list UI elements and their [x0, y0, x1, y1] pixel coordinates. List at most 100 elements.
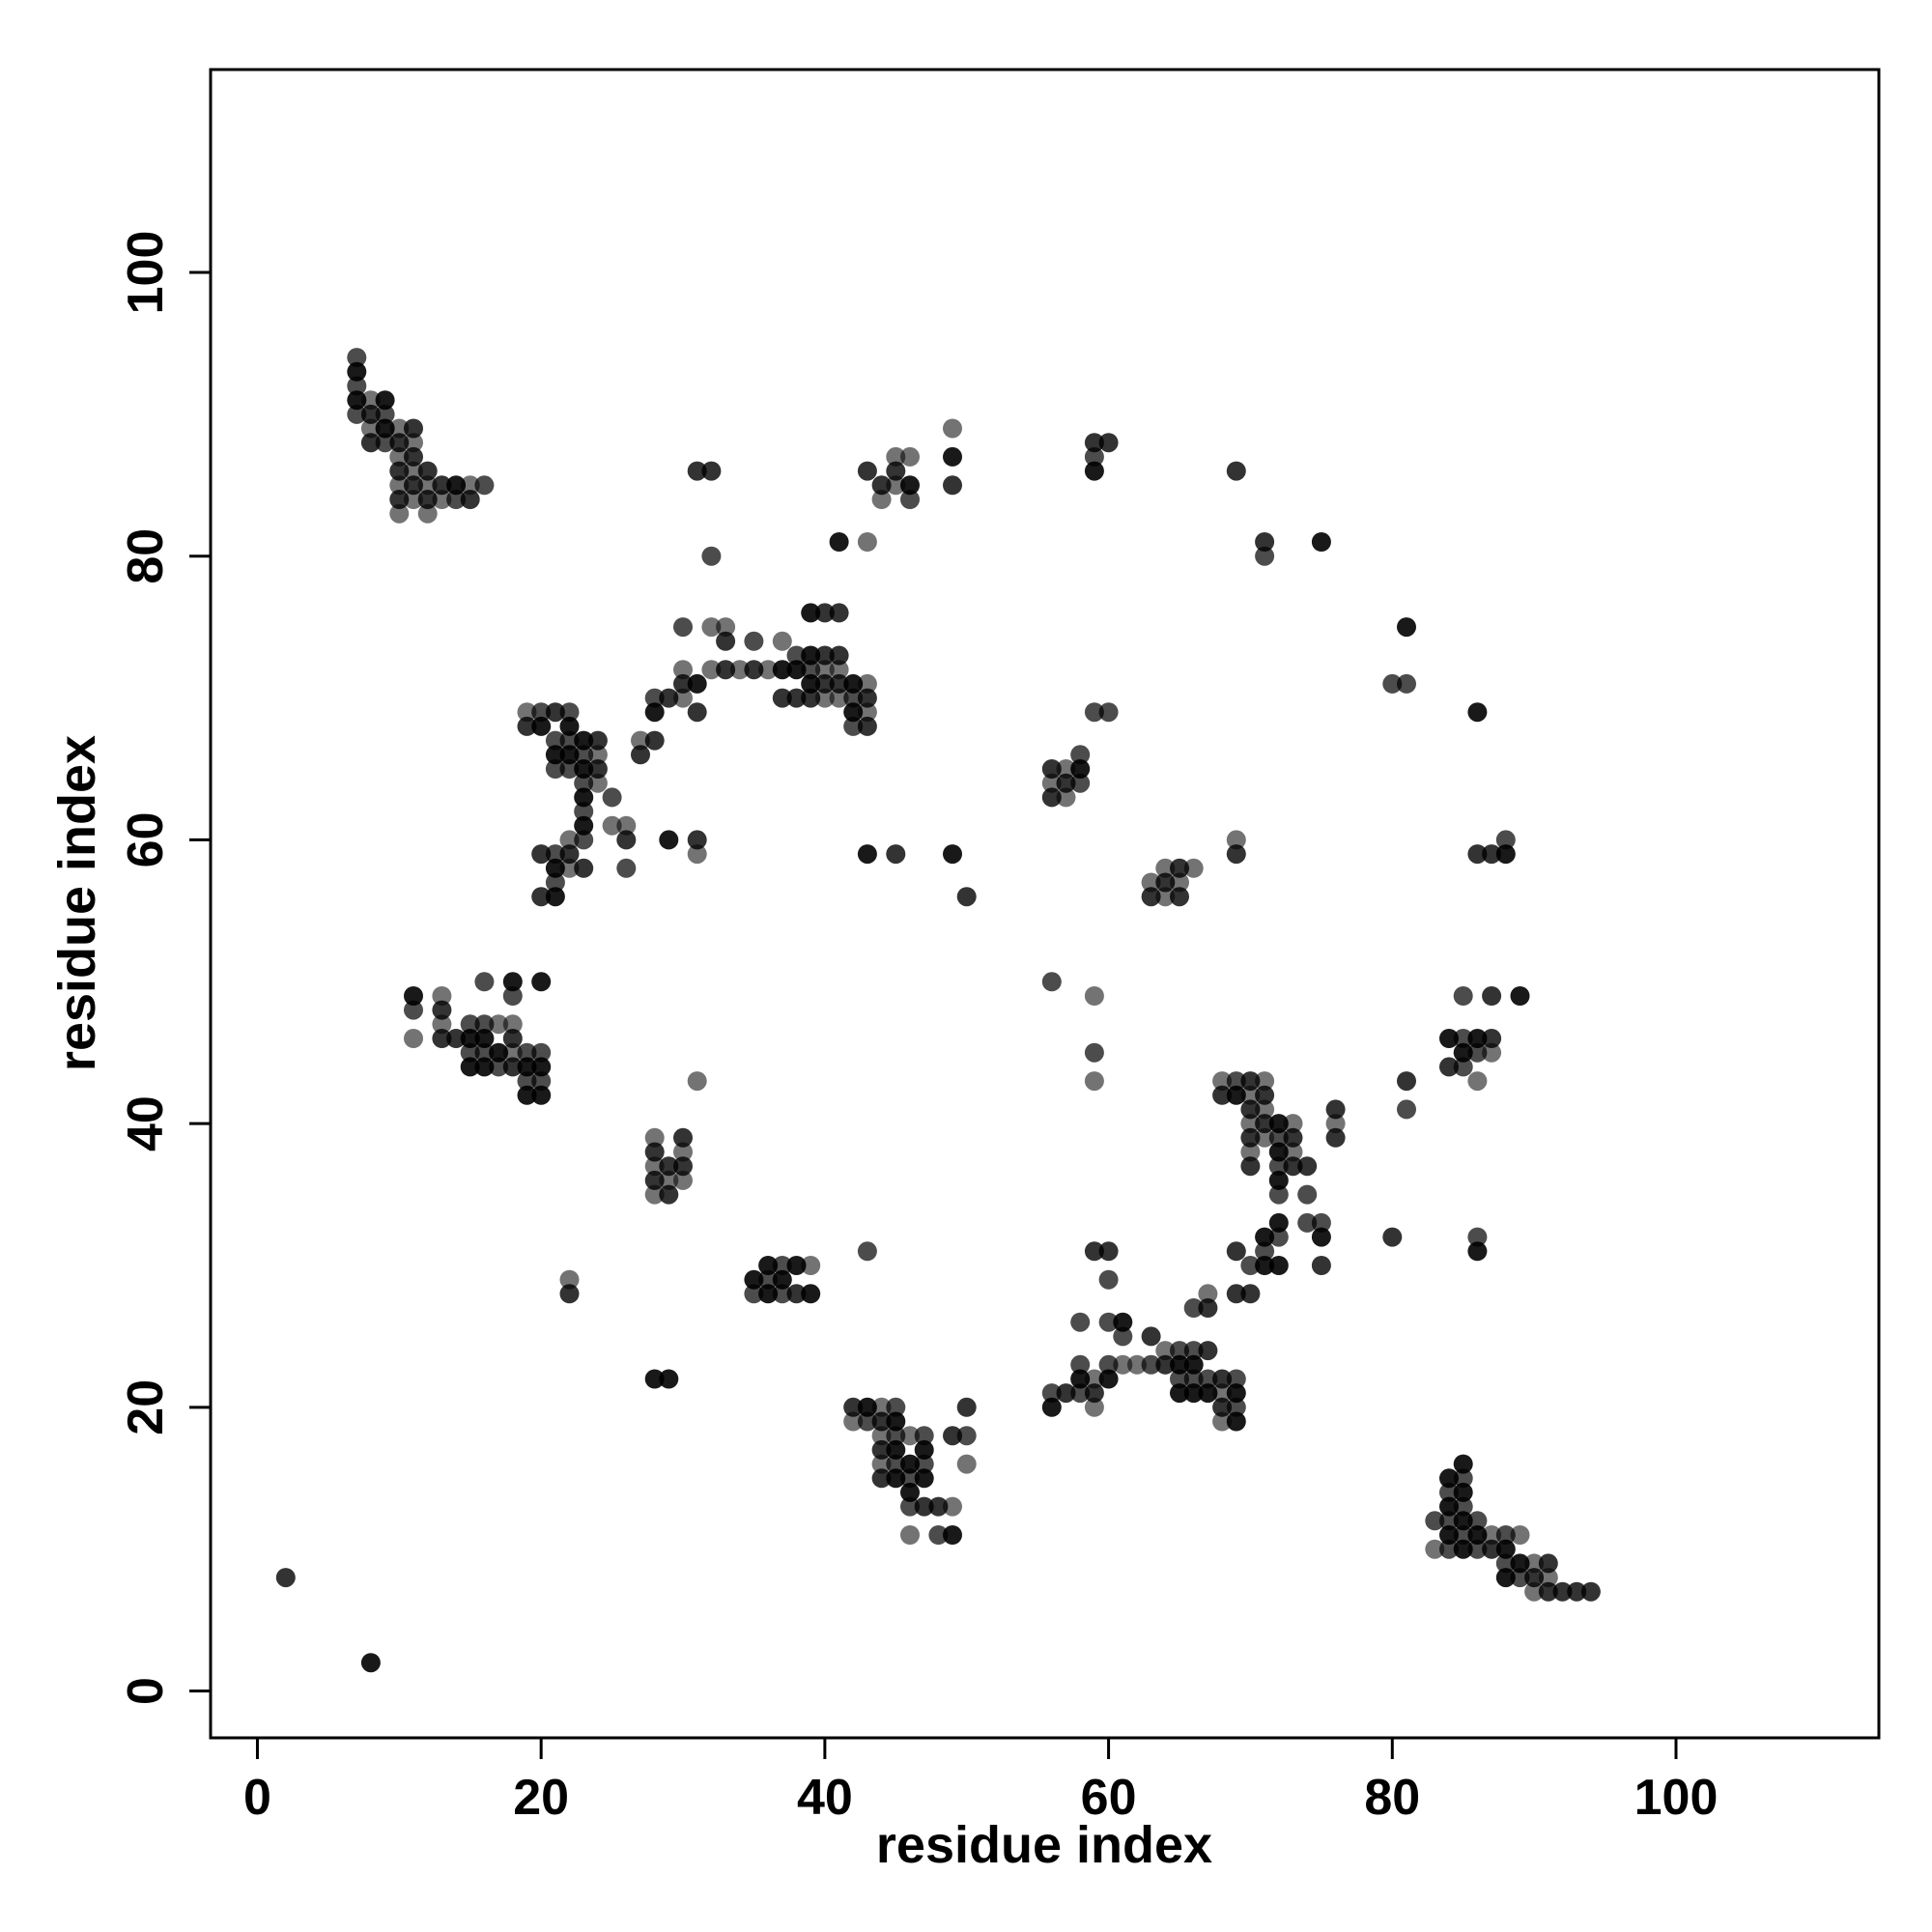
- data-point: [943, 418, 962, 439]
- data-point: [644, 730, 665, 751]
- data-point: [1268, 1114, 1289, 1134]
- data-points: [275, 348, 1601, 1673]
- data-point: [716, 631, 736, 651]
- data-point: [559, 730, 580, 751]
- data-point: [489, 1057, 509, 1077]
- data-point: [1482, 1029, 1502, 1048]
- data-point: [360, 418, 381, 439]
- data-point: [1226, 1071, 1246, 1092]
- data-point: [1495, 1568, 1516, 1588]
- data-point: [1467, 1241, 1488, 1262]
- data-point: [1538, 1581, 1558, 1602]
- data-point: [1226, 1284, 1246, 1304]
- data-point: [943, 844, 962, 865]
- data-point: [900, 446, 920, 467]
- data-point: [531, 844, 552, 865]
- data-point: [1041, 1383, 1062, 1404]
- data-point: [1382, 673, 1403, 694]
- data-point: [545, 887, 565, 907]
- data-point: [1070, 1312, 1091, 1332]
- data-point: [758, 1269, 779, 1290]
- data-point: [857, 1397, 877, 1417]
- data-point: [729, 660, 750, 680]
- data-point: [517, 1042, 537, 1063]
- data-point: [857, 716, 877, 736]
- data-point: [1041, 787, 1062, 808]
- data-point: [517, 702, 537, 723]
- data-point: [786, 1284, 807, 1304]
- data-point: [417, 461, 438, 481]
- data-point: [801, 1284, 821, 1304]
- data-point: [1297, 1184, 1318, 1205]
- data-point: [1283, 1127, 1303, 1148]
- data-point: [857, 844, 877, 865]
- data-point: [1141, 1354, 1161, 1375]
- data-point: [1113, 1312, 1133, 1332]
- data-point: [886, 1397, 906, 1417]
- data-point: [687, 702, 707, 723]
- data-point: [404, 1029, 423, 1048]
- data-point: [801, 660, 821, 680]
- data-point: [389, 433, 410, 453]
- data-point: [886, 1468, 906, 1489]
- data-point: [474, 1042, 495, 1063]
- data-point: [502, 972, 523, 992]
- data-point: [900, 1482, 920, 1502]
- data-point: [956, 1426, 977, 1446]
- data-point: [886, 446, 906, 467]
- data-point: [1467, 1071, 1488, 1092]
- data-point: [1212, 1085, 1233, 1105]
- data-point: [829, 688, 849, 708]
- data-point: [1397, 617, 1416, 638]
- data-point: [489, 1042, 509, 1063]
- data-point: [1155, 1341, 1176, 1361]
- data-point: [871, 1397, 892, 1417]
- data-point: [1084, 986, 1104, 1006]
- data-point: [687, 830, 707, 850]
- data-point: [1098, 433, 1119, 453]
- data-point: [1098, 702, 1119, 723]
- data-point: [1467, 1029, 1488, 1048]
- data-point: [517, 1085, 537, 1105]
- data-point: [857, 1241, 877, 1262]
- data-point: [545, 759, 565, 779]
- data-point: [545, 702, 565, 723]
- data-point: [914, 1454, 934, 1474]
- data-point: [574, 815, 594, 836]
- data-point: [432, 475, 452, 496]
- data-point: [502, 1057, 523, 1077]
- data-point: [1268, 1212, 1289, 1233]
- data-point: [786, 1256, 807, 1275]
- data-point: [900, 1525, 920, 1545]
- data-point: [1425, 1511, 1445, 1531]
- data-point: [943, 475, 962, 496]
- y-tick-label: 20: [118, 1379, 174, 1435]
- data-point: [1325, 1127, 1346, 1148]
- data-point: [701, 546, 722, 566]
- data-point: [574, 745, 594, 765]
- data-point: [1226, 1383, 1246, 1404]
- data-point: [914, 1468, 934, 1489]
- data-point: [1170, 1341, 1189, 1361]
- data-point: [474, 1029, 495, 1048]
- data-point: [687, 1071, 707, 1092]
- data-point: [574, 802, 594, 821]
- data-point: [886, 844, 906, 865]
- data-point: [1240, 1284, 1261, 1304]
- data-point: [1567, 1581, 1587, 1602]
- data-point: [886, 475, 906, 496]
- data-point: [900, 475, 920, 496]
- data-point: [389, 461, 410, 481]
- data-point: [1255, 1114, 1275, 1134]
- data-point: [432, 986, 452, 1006]
- data-point: [1453, 1454, 1473, 1474]
- data-point: [701, 461, 722, 481]
- data-point: [460, 475, 480, 496]
- data-point: [389, 446, 410, 467]
- data-point: [829, 673, 849, 694]
- data-point: [772, 688, 792, 708]
- data-point: [1070, 745, 1091, 765]
- data-point: [1084, 446, 1104, 467]
- data-point: [843, 1397, 864, 1417]
- data-point: [843, 702, 864, 723]
